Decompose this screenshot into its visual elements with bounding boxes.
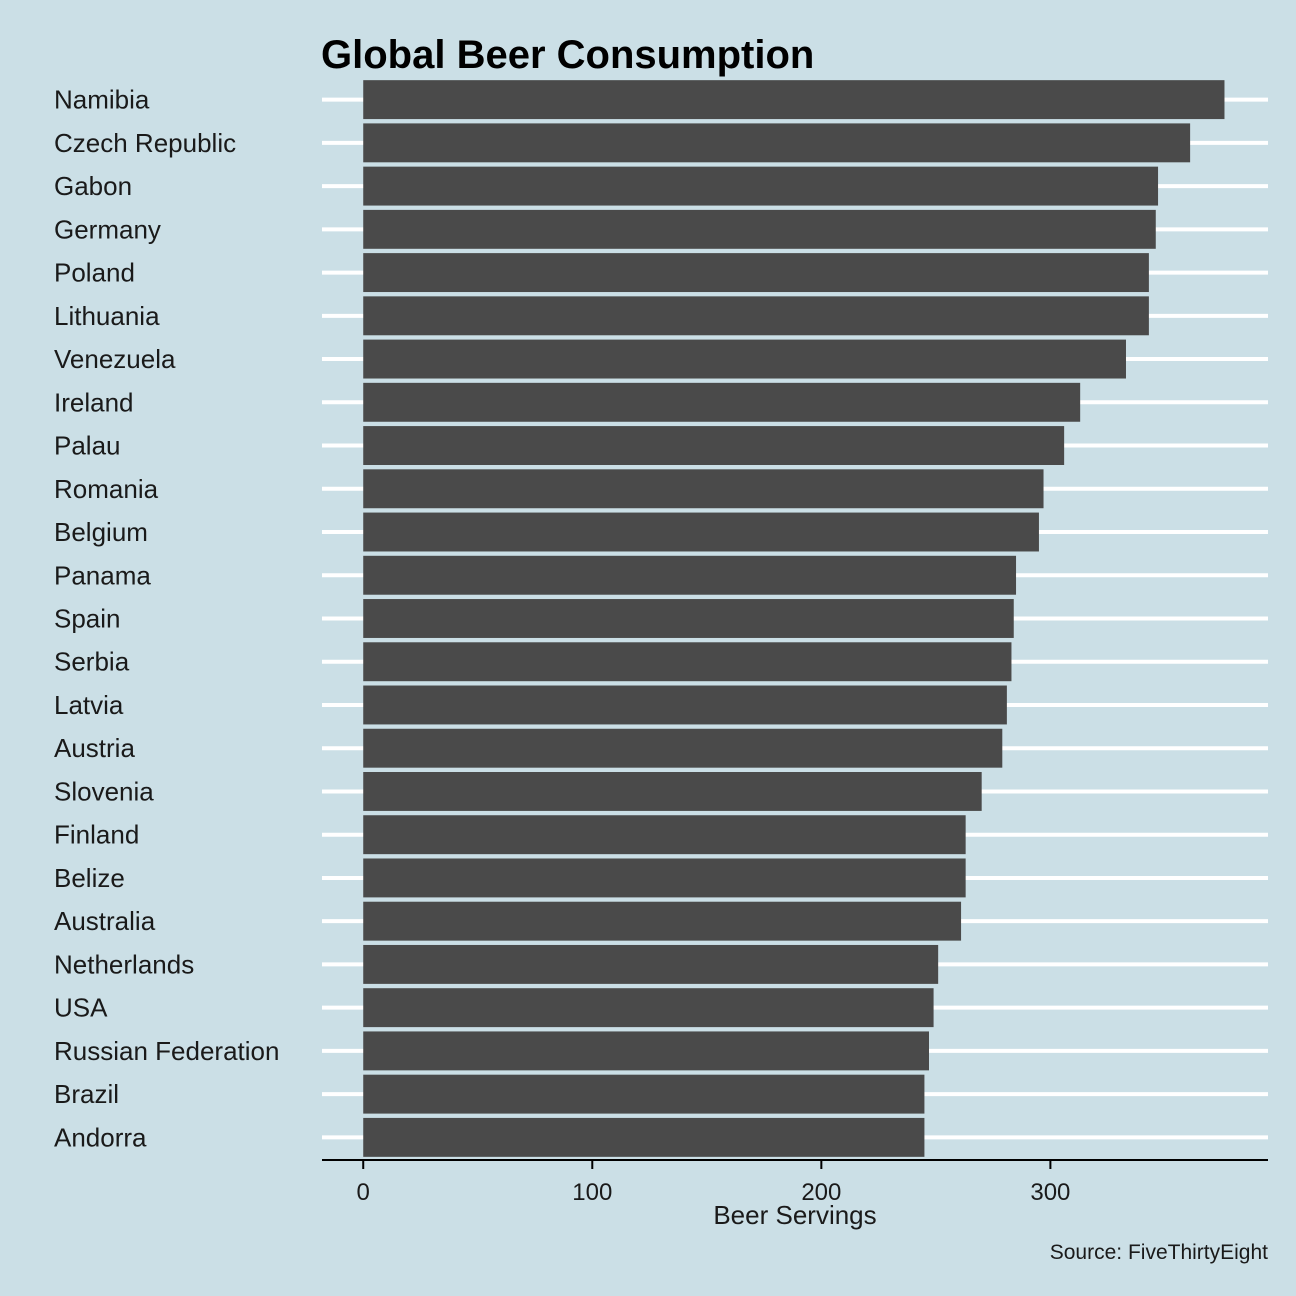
bar-serbia xyxy=(363,642,1012,682)
category-label: Spain xyxy=(54,604,121,634)
chart-title: Global Beer Consumption xyxy=(321,33,814,77)
category-label: Germany xyxy=(54,214,161,244)
bar-andorra xyxy=(363,1117,925,1157)
bar-czech-republic xyxy=(363,123,1191,163)
category-label: Belgium xyxy=(54,517,148,547)
x-tick-label: 300 xyxy=(1030,1179,1070,1206)
bar-latvia xyxy=(363,685,1007,725)
x-tick-label: 200 xyxy=(801,1179,841,1206)
bar-venezuela xyxy=(363,339,1126,379)
category-label: Venezuela xyxy=(54,344,176,374)
category-label: Poland xyxy=(54,258,135,288)
bar-spain xyxy=(363,599,1014,638)
bar-austria xyxy=(363,728,1003,768)
category-label: Czech Republic xyxy=(54,128,236,158)
bar-brazil xyxy=(363,1074,925,1114)
x-tick-label: 100 xyxy=(572,1179,612,1206)
category-label: Brazil xyxy=(54,1079,119,1109)
bar-romania xyxy=(363,469,1044,509)
category-label: Palau xyxy=(54,431,121,461)
bar-palau xyxy=(363,426,1065,465)
x-tick-label: 0 xyxy=(357,1179,370,1206)
x-axis-title: Beer Servings xyxy=(713,1200,876,1230)
bar-ireland xyxy=(363,382,1081,422)
category-label: Namibia xyxy=(54,85,150,115)
bar-belgium xyxy=(363,512,1039,552)
category-label: Romania xyxy=(54,474,159,504)
source-caption: Source: FiveThirtyEight xyxy=(1050,1241,1268,1264)
bar-panama xyxy=(363,555,1017,595)
category-label: Finland xyxy=(54,820,139,850)
category-label: Ireland xyxy=(54,387,134,417)
axis-layer: 0 100 200 300 xyxy=(322,1159,1268,1206)
bar-australia xyxy=(363,901,962,941)
category-label: Austria xyxy=(54,733,135,763)
category-label: USA xyxy=(54,993,108,1023)
bar-germany xyxy=(363,209,1156,249)
category-label: Netherlands xyxy=(54,949,194,979)
bar-usa xyxy=(363,988,934,1028)
category-label: Russian Federation xyxy=(54,1036,279,1066)
bar-netherlands xyxy=(363,944,939,984)
bar-slovenia xyxy=(363,772,982,811)
category-label: Serbia xyxy=(54,647,130,677)
category-label: Andorra xyxy=(54,1122,147,1152)
label-layer: Namibia Czech Republic Gabon Germany Poland L… xyxy=(54,85,279,1153)
bar-namibia xyxy=(363,80,1225,120)
bar-russian-federation xyxy=(363,1031,929,1071)
category-label: Australia xyxy=(54,906,156,936)
category-label: Panama xyxy=(54,560,151,590)
category-label: Belize xyxy=(54,863,125,893)
category-label: Slovenia xyxy=(54,776,154,806)
bar-finland xyxy=(363,815,966,855)
bar-belize xyxy=(363,858,966,898)
category-label: Latvia xyxy=(54,690,124,720)
bar-lithuania xyxy=(363,296,1149,336)
category-label: Gabon xyxy=(54,171,132,201)
category-label: Lithuania xyxy=(54,301,160,331)
bar-layer xyxy=(363,80,1225,1157)
bar-gabon xyxy=(363,166,1159,206)
bar-poland xyxy=(363,253,1149,293)
